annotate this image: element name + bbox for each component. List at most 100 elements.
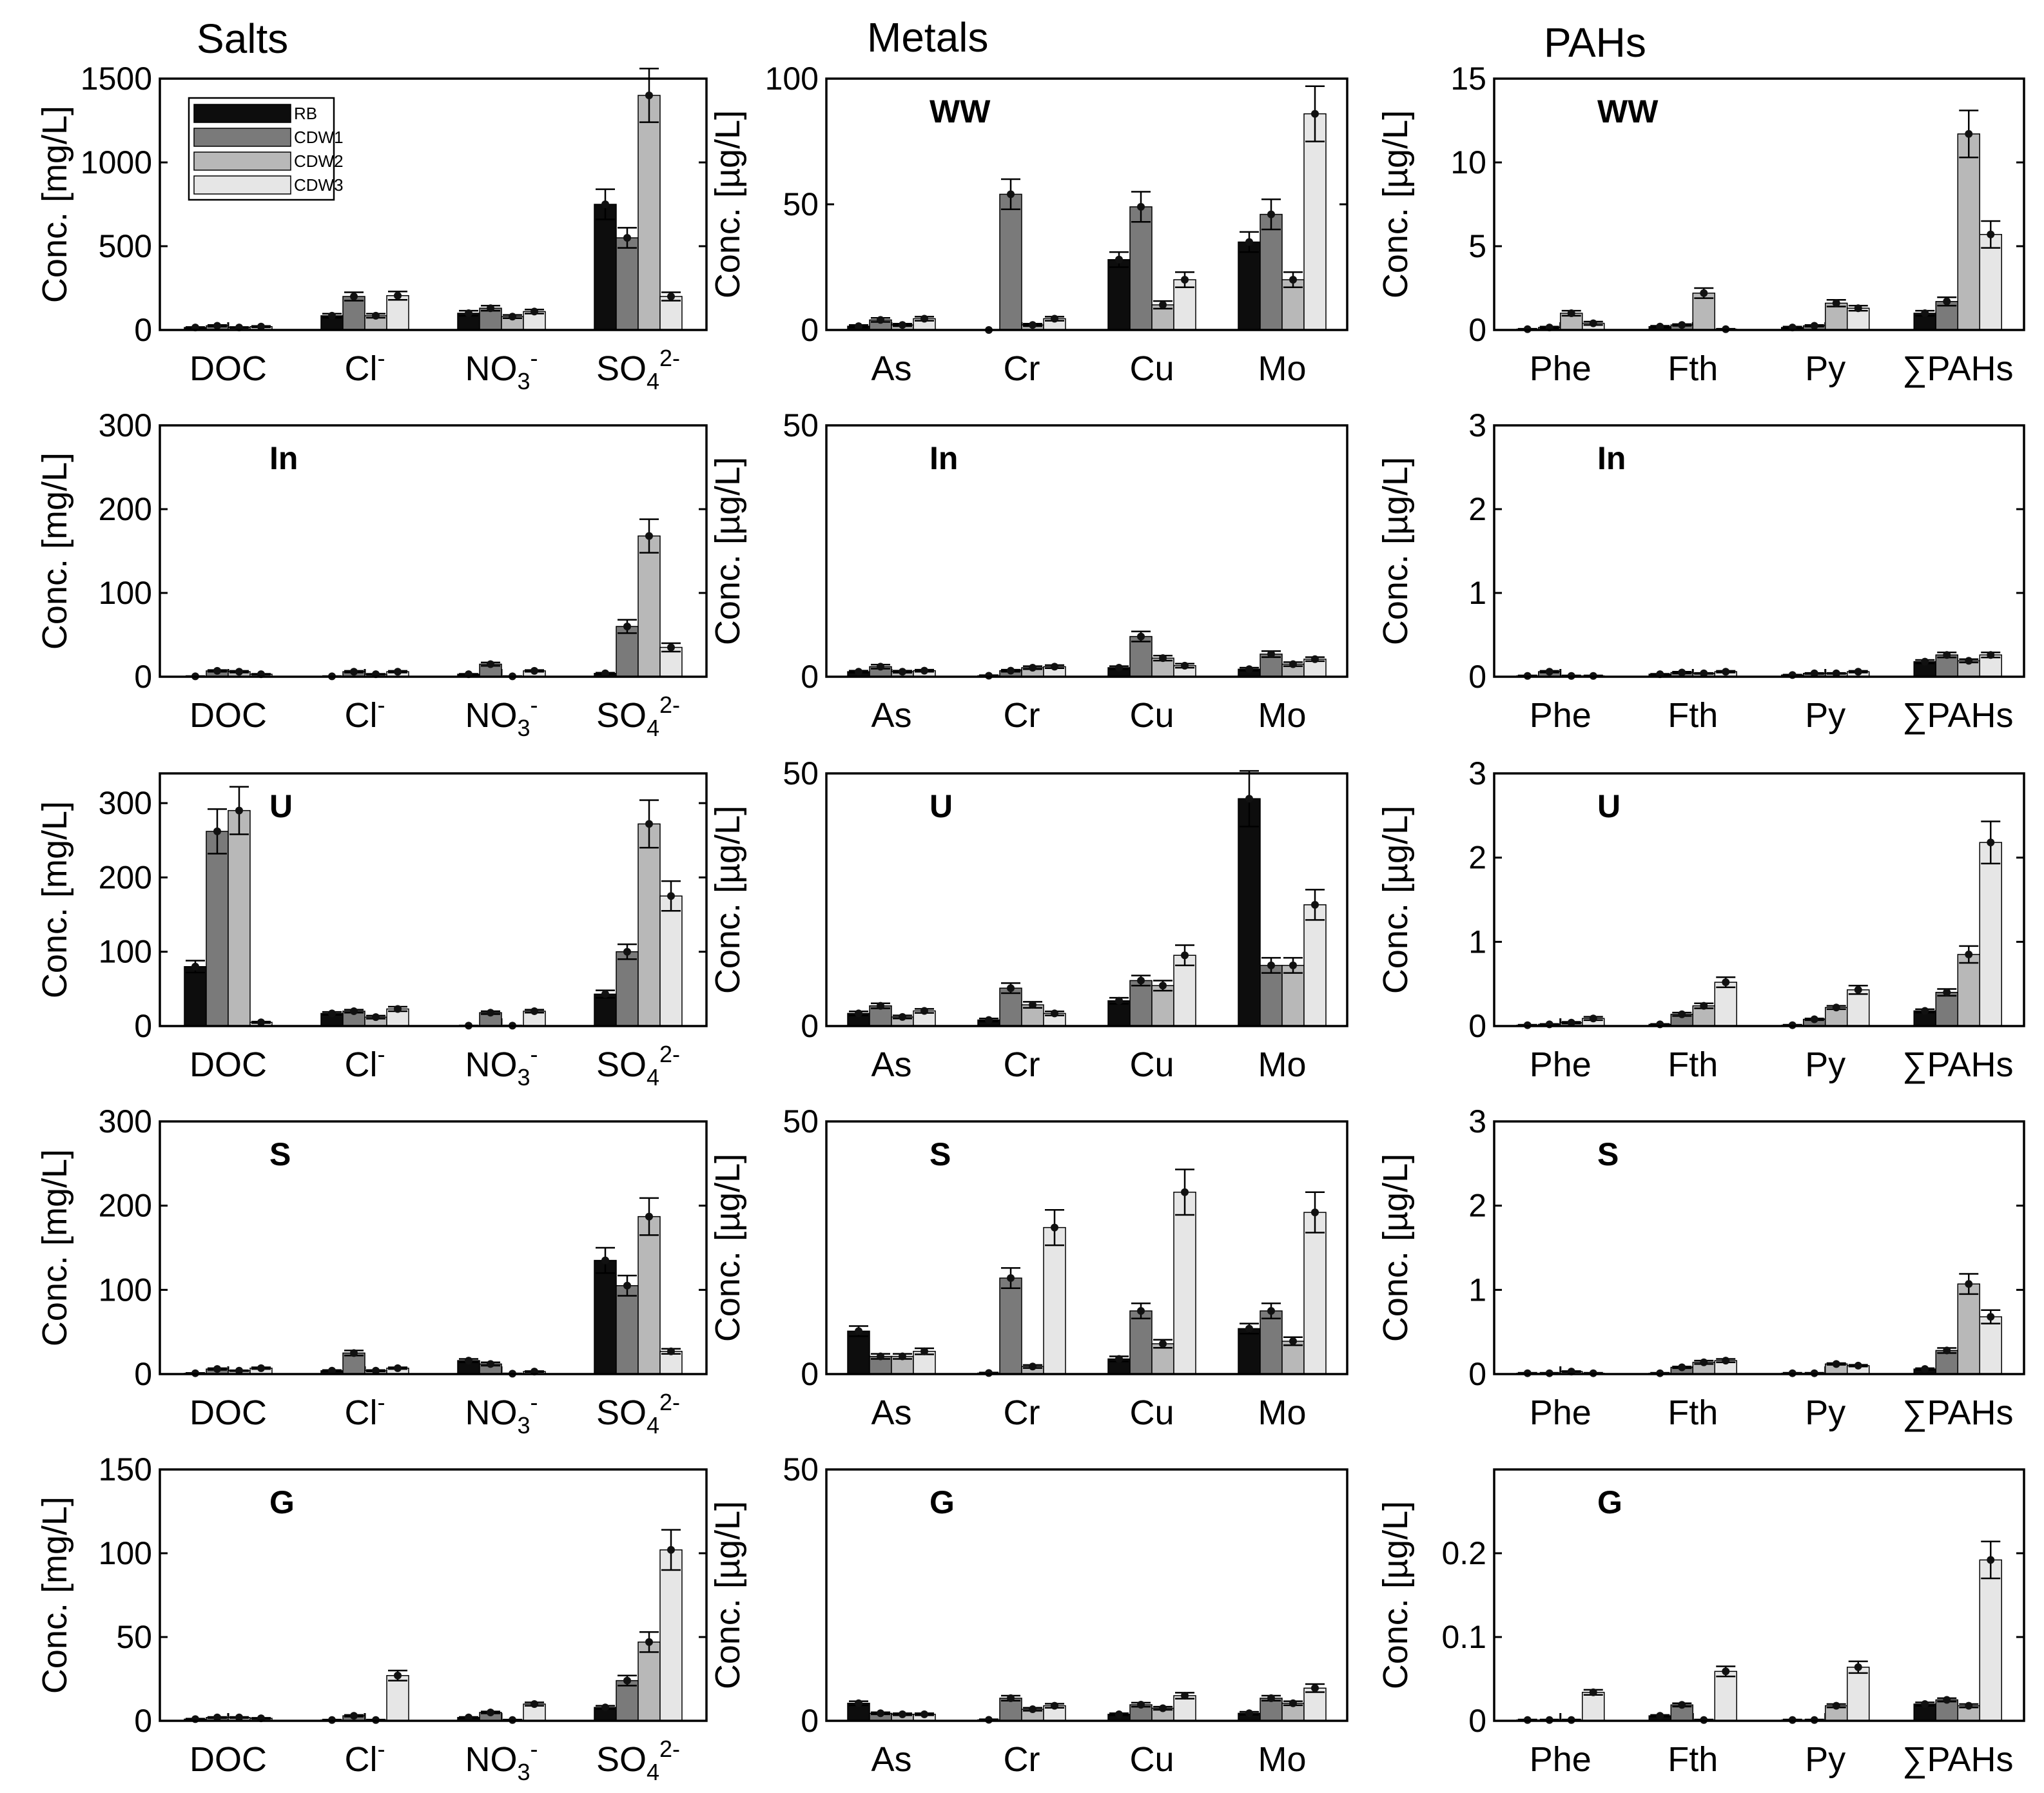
mean-marker <box>487 304 494 313</box>
bar-cdw2-3 <box>1957 954 1980 1027</box>
y-tick-label: 200 <box>99 859 152 895</box>
bar-cdw1-3 <box>1935 991 1958 1027</box>
axes-frame <box>159 772 708 1027</box>
x-category-label: Fth <box>1668 1393 1718 1432</box>
y-tick-label: 0 <box>1468 1008 1486 1044</box>
y-tick-label: 2 <box>1468 491 1486 527</box>
column-title-salts: Salts <box>197 15 288 62</box>
mean-marker <box>350 293 358 300</box>
mean-marker <box>1943 651 1951 659</box>
panel-ww-pahs: 0 5 10 15 Conc. [µg/L] Phe Fth Py ∑PAHs WW <box>1376 61 2025 388</box>
y-axis-label: Conc. [µg/L] <box>708 1154 747 1342</box>
panel-label: In <box>269 440 298 476</box>
mean-marker <box>1311 655 1319 663</box>
mean-marker <box>1289 1337 1297 1346</box>
mean-marker <box>877 1352 884 1361</box>
legend-swatch-cdw2 <box>193 151 291 171</box>
mean-marker <box>213 666 221 675</box>
mean-marker <box>372 1013 380 1022</box>
mean-marker <box>920 1347 928 1355</box>
bar-cdw1-3 <box>616 1680 639 1721</box>
panel-label: U <box>930 788 953 824</box>
mean-marker <box>1943 1346 1951 1355</box>
mean-marker <box>855 1327 862 1335</box>
mean-marker <box>1115 1710 1123 1718</box>
y-tick-label: 100 <box>99 575 152 611</box>
bar-rb-2 <box>1107 259 1131 331</box>
y-axis-label: Conc. [mg/L] <box>35 801 74 998</box>
x-category-label: DOC <box>190 349 267 388</box>
bar-cdw3-2 <box>1173 955 1196 1027</box>
mean-marker <box>350 1712 358 1720</box>
x-category-label: Fth <box>1668 1740 1718 1779</box>
mean-marker <box>1678 321 1686 329</box>
mean-marker <box>855 668 862 676</box>
y-tick-label: 100 <box>99 934 152 970</box>
mean-marker <box>877 1002 884 1010</box>
x-category-label: NO3- <box>465 1041 538 1090</box>
bar-cdw3-3 <box>1303 1212 1327 1375</box>
y-axis-label: Conc. [µg/L] <box>708 457 747 645</box>
bar-cdw3-0 <box>1582 1692 1605 1721</box>
bar-cdw3-3 <box>1979 1559 2002 1721</box>
bar-cdw3-3 <box>1979 1316 2002 1375</box>
x-category-label: Mo <box>1258 1740 1306 1779</box>
mean-marker <box>1115 996 1123 1005</box>
mean-marker <box>1051 1701 1058 1710</box>
mean-marker <box>1678 1010 1686 1018</box>
mean-marker <box>213 1365 221 1373</box>
bar-cdw3-3 <box>659 1549 683 1721</box>
bar-rb-3 <box>594 1259 617 1375</box>
x-category-label: SO42- <box>596 1389 680 1439</box>
mean-marker <box>601 990 609 998</box>
y-tick-label: 1500 <box>81 61 152 97</box>
bar-rb-3 <box>1238 798 1261 1027</box>
mean-marker <box>1181 661 1189 670</box>
mean-marker <box>1700 1002 1708 1010</box>
y-tick-label: 50 <box>783 186 819 222</box>
mean-marker <box>1943 988 1951 996</box>
panel-in-pahs: 0 1 2 3 Conc. [µg/L] Phe Fth Py ∑PAHs In <box>1376 407 2025 735</box>
mean-marker <box>328 1009 336 1018</box>
mean-marker <box>191 962 199 971</box>
panel-label: G <box>1597 1484 1622 1520</box>
panel-in-metals: 0 50 Conc. [µg/L] As Cr Cu Mo In <box>708 407 1348 735</box>
mean-marker <box>1567 1018 1575 1027</box>
x-category-label: DOC <box>190 1393 267 1432</box>
y-tick-label: 0 <box>134 1356 152 1392</box>
x-category-label: SO42- <box>596 1736 680 1785</box>
mean-marker <box>1267 650 1275 658</box>
y-tick-label: 10 <box>1450 144 1486 180</box>
axes-frame <box>159 77 708 331</box>
x-category-label: Cr <box>1004 696 1040 735</box>
y-tick-label: 0 <box>1468 1356 1486 1392</box>
x-category-label: NO3- <box>465 1389 538 1439</box>
bar-cdw2-3 <box>1957 1283 1980 1375</box>
y-tick-label: 100 <box>765 61 819 97</box>
mean-marker <box>1943 1696 1951 1704</box>
bar-cdw3-3 <box>659 296 683 331</box>
x-category-label: ∑PAHs <box>1902 349 2014 388</box>
mean-marker <box>1051 315 1058 323</box>
x-category-label: ∑PAHs <box>1902 1045 2014 1084</box>
bar-cdw3-2 <box>1847 989 1870 1027</box>
x-category-label: Cu <box>1129 1045 1174 1084</box>
mean-marker <box>1245 1709 1253 1718</box>
panel-u-pahs: 0 1 2 3 Conc. [µg/L] Phe Fth Py ∑PAHs U <box>1376 755 2025 1084</box>
mean-marker <box>899 668 906 676</box>
bar-cdw3-2 <box>1847 1667 1870 1721</box>
mean-marker <box>877 316 884 324</box>
mean-marker <box>257 1018 265 1027</box>
y-tick-label: 1000 <box>81 144 152 180</box>
mean-marker <box>1567 309 1575 317</box>
mean-marker <box>1181 1188 1189 1196</box>
mean-marker <box>1921 1365 1929 1373</box>
legend-label-cdw1: CDW1 <box>294 128 344 147</box>
y-tick-label: 100 <box>99 1535 152 1571</box>
mean-marker <box>1267 210 1275 218</box>
panel-label: G <box>930 1484 955 1520</box>
y-axis-label: Conc. [mg/L] <box>35 106 74 303</box>
mean-marker <box>1678 1701 1686 1709</box>
bar-cdw1-3 <box>616 1285 639 1375</box>
